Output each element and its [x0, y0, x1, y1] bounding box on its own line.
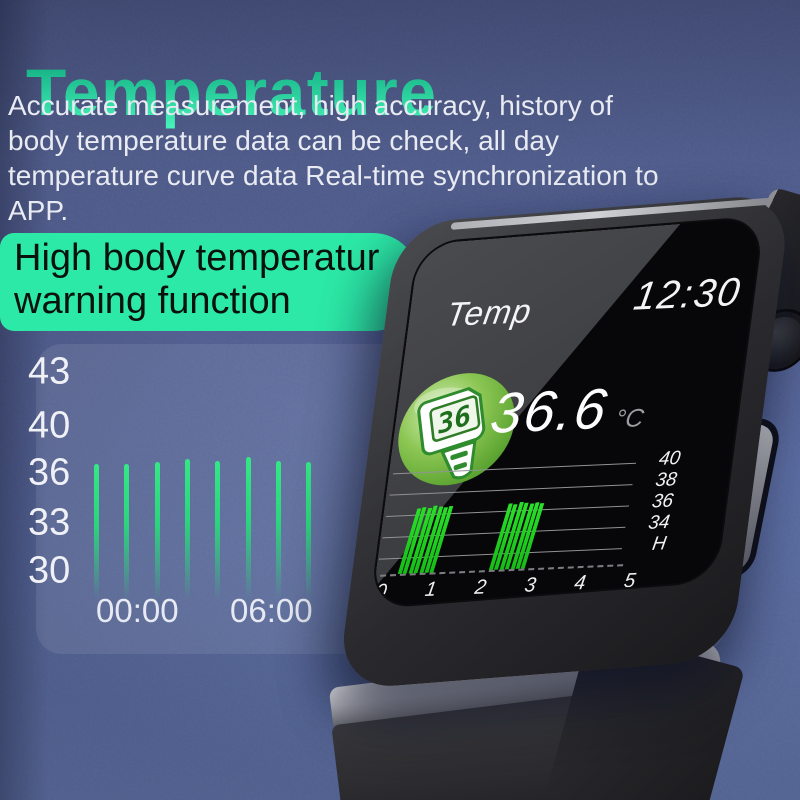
watch-chart-xtick: 0 — [373, 580, 389, 604]
bg-chart-bar — [215, 461, 221, 600]
watch-chart-xtick: 3 — [522, 573, 538, 597]
bg-chart-ytick: 30 — [28, 549, 71, 592]
watch-chart-xtick: 5 — [622, 569, 638, 593]
watch-chart-xtick: 1 — [423, 578, 439, 602]
temp-app-label: Temp — [443, 291, 535, 333]
watch-case: Temp 12:30 — [336, 193, 792, 691]
bg-chart-ytick: 33 — [28, 501, 71, 544]
bg-chart-bar — [154, 462, 160, 600]
bg-chart-ytick: 36 — [28, 451, 71, 494]
bg-chart-xtick: 06:00 — [230, 592, 313, 629]
bg-chart-ytick: 43 — [28, 350, 71, 393]
bg-chart-bar — [124, 463, 130, 600]
temperature-reading: 36.6°C — [486, 373, 651, 446]
bg-chart-ytick: 40 — [28, 404, 71, 447]
watch-chart-gridline: 38 — [389, 469, 678, 496]
temperature-unit: °C — [613, 403, 646, 434]
bg-chart-bar — [184, 458, 190, 600]
bg-chart-bar — [94, 463, 99, 600]
watch-screen: Temp 12:30 — [368, 215, 766, 610]
bg-chart-xtick: 00:00 — [96, 592, 179, 629]
watch-chart-xtick: 2 — [473, 576, 488, 599]
temperature-value: 36.6 — [486, 376, 614, 446]
watch-chart-ytick: H — [650, 533, 668, 555]
bg-chart-bar — [245, 456, 251, 600]
bg-chart-bar — [275, 461, 281, 600]
watch-time: 12:30 — [630, 270, 745, 319]
hourly-temperature-chart: 40 38 36 34 H 0 1 2 3 4 5 — [371, 448, 684, 610]
bg-chart-bar — [306, 462, 312, 600]
screen-content: Temp 12:30 — [369, 229, 765, 607]
watch-chart-xtick: 4 — [572, 571, 588, 595]
smartwatch: Temp 12:30 — [336, 193, 800, 691]
